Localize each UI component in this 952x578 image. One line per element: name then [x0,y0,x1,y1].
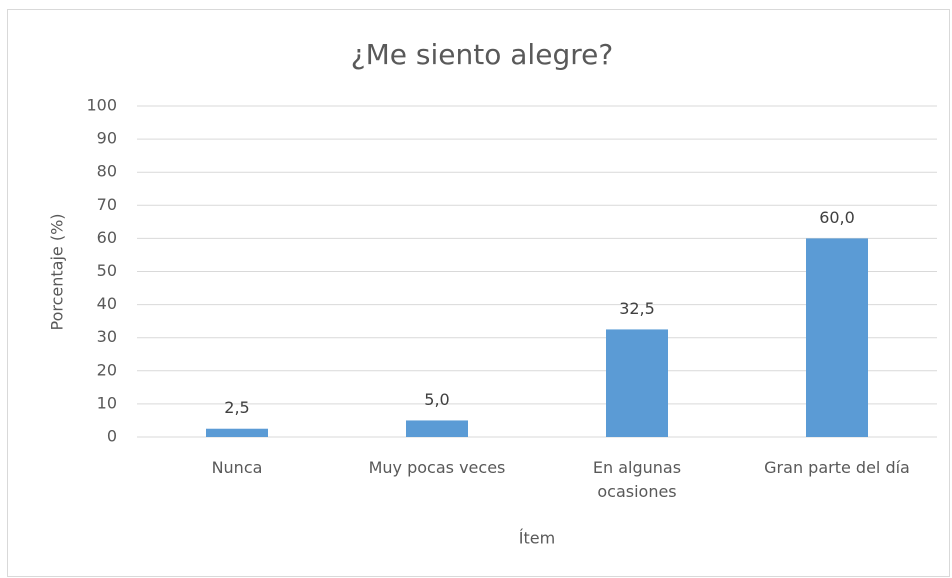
chart-frame [7,9,950,577]
bar [606,329,668,437]
x-tick-label: Gran parte del día [764,458,910,477]
chart-title: ¿Me siento alegre? [351,38,613,71]
y-tick-label: 10 [97,393,117,412]
bar [206,428,268,437]
y-tick-label: 40 [97,294,117,313]
y-tick-label: 100 [86,96,117,115]
data-label: 5,0 [424,390,449,409]
y-tick-label: 80 [97,162,117,181]
y-tick-label: 90 [97,129,117,148]
data-label: 32,5 [619,299,655,318]
y-tick-label: 0 [107,427,117,446]
y-tick-label: 70 [97,195,117,214]
y-tick-label: 50 [97,261,117,280]
bar [406,420,468,437]
x-tick-label: En algunas ocasiones [592,458,682,501]
x-tick-label: Muy pocas veces [368,458,506,477]
x-tick-label: Nunca [211,458,263,477]
y-tick-label: 30 [97,327,117,346]
bar [806,238,868,437]
x-axis-label: Ítem [519,529,555,548]
data-label: 60,0 [819,208,855,227]
data-label: 2,5 [224,398,249,417]
y-tick-label: 60 [97,228,117,247]
y-tick-label: 20 [97,360,117,379]
y-axis-label: Porcentaje (%) [48,213,67,330]
